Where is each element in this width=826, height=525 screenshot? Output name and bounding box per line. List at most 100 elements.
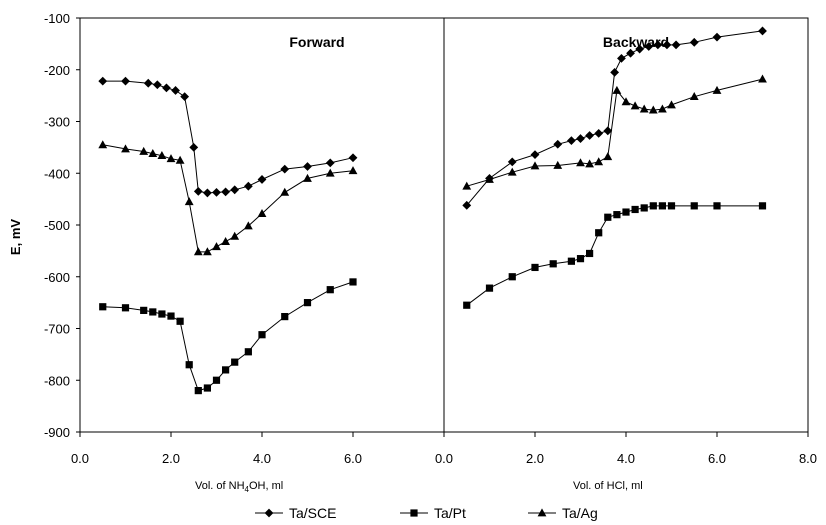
data-point [507, 157, 517, 167]
data-point [143, 78, 153, 88]
data-point [613, 211, 621, 219]
data-point [689, 92, 699, 101]
data-point [148, 148, 158, 157]
data-point [639, 104, 649, 113]
legend-label: Ta/SCE [289, 505, 336, 521]
panel-title: Forward [289, 34, 344, 50]
data-point [149, 308, 157, 316]
data-point [758, 74, 767, 83]
data-point [667, 100, 676, 109]
y-tick-label: -800 [44, 373, 70, 388]
data-point [485, 284, 494, 292]
y-tick-label: -100 [44, 11, 70, 26]
data-point [595, 229, 603, 237]
data-point [671, 40, 681, 50]
data-point [99, 303, 107, 311]
data-point [166, 154, 176, 163]
data-point [553, 139, 563, 149]
data-point [531, 263, 539, 272]
data-point [758, 202, 767, 210]
data-point [712, 32, 722, 42]
x-tick-label: 8.0 [799, 451, 817, 466]
x-axis-label-part: 4 [245, 485, 250, 494]
data-point [508, 273, 516, 281]
data-point [348, 153, 358, 163]
data-point [157, 151, 167, 160]
data-point [325, 158, 335, 168]
data-point [152, 80, 162, 90]
data-point [184, 197, 194, 206]
series-line [466, 205, 763, 306]
data-point [610, 67, 620, 77]
data-point [690, 202, 698, 210]
data-point [203, 247, 212, 256]
legend-marker [537, 508, 547, 517]
data-point [604, 213, 612, 221]
data-point [640, 204, 648, 212]
legend-item: Ta/Pt [400, 505, 466, 521]
data-point [485, 174, 494, 183]
data-point [325, 168, 335, 177]
series-line [102, 144, 354, 253]
x-axis-label-part: Vol. of NH [195, 480, 245, 492]
legend: Ta/SCE Ta/Pt Ta/Ag [255, 505, 598, 521]
data-point [303, 173, 312, 182]
data-point [244, 348, 252, 356]
data-point [463, 301, 471, 309]
data-point [221, 236, 230, 245]
x-axis-label: Vol. of HCl, ml [573, 480, 643, 492]
data-point [662, 40, 672, 50]
data-point [230, 231, 240, 240]
data-point [626, 48, 635, 58]
data-point [585, 159, 594, 168]
data-point [648, 105, 658, 114]
data-point [658, 104, 667, 113]
data-point [576, 255, 585, 263]
y-tick-label: -600 [44, 270, 70, 285]
data-point [667, 202, 676, 210]
data-point [576, 158, 585, 167]
data-point [98, 76, 108, 86]
data-point [635, 44, 645, 54]
data-point [139, 146, 149, 155]
legend-label: Ta/Ag [562, 505, 598, 521]
data-point [507, 167, 517, 176]
series-ta-ag [462, 74, 767, 190]
data-point [193, 247, 203, 256]
data-point [658, 202, 666, 210]
data-point [243, 221, 253, 230]
series-ta-sce [462, 26, 767, 210]
y-tick-label: -900 [44, 425, 70, 440]
y-tick-label: -300 [44, 115, 70, 130]
data-point [630, 101, 640, 110]
y-tick-label: -500 [44, 218, 70, 233]
x-tick-label: 4.0 [617, 451, 635, 466]
data-point [649, 202, 657, 210]
y-tick-label: -200 [44, 63, 70, 78]
series-ta-sce [98, 76, 358, 198]
data-point [280, 187, 290, 196]
data-point [689, 37, 699, 47]
data-point [612, 85, 622, 94]
data-point [349, 278, 357, 286]
legend-item: Ta/SCE [255, 505, 336, 521]
plot-frame [79, 17, 809, 433]
x-axis-label-part: Vol. of HCl, ml [573, 480, 643, 492]
data-point [257, 209, 267, 218]
data-point [530, 161, 540, 170]
data-point [212, 376, 221, 384]
data-point [530, 150, 540, 160]
x-axis-label-part: OH, ml [249, 480, 283, 492]
data-point [121, 144, 130, 153]
data-point [603, 152, 613, 161]
series-layer [98, 26, 767, 395]
x-tick-label: 2.0 [162, 451, 180, 466]
data-point [622, 208, 630, 216]
y-tick-label: -400 [44, 166, 70, 181]
data-point [631, 205, 639, 214]
data-point [713, 202, 721, 210]
data-point [567, 257, 575, 265]
data-point [303, 162, 312, 171]
data-point [617, 53, 626, 63]
